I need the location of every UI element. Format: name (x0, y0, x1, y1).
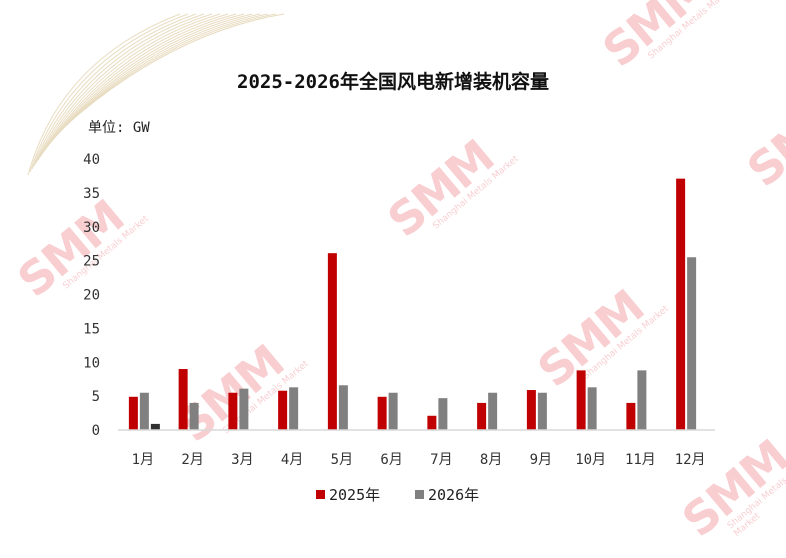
bar-2025年-11月 (626, 402, 636, 430)
decorative-curve (41, 13, 237, 155)
x-tick-label: 1月 (132, 452, 154, 468)
x-tick-label: 5月 (331, 452, 353, 468)
legend-label: 2025年 (329, 486, 380, 504)
x-tick-label: 2月 (181, 452, 203, 468)
bar-2026年-6月 (388, 392, 398, 430)
bar-2025年-10月 (576, 370, 586, 430)
bar-2026年-1月 (139, 392, 149, 430)
y-tick-label: 25 (83, 254, 100, 270)
bar-2026年-8月 (488, 392, 498, 430)
bar-2025年-2月 (178, 369, 188, 430)
y-tick-label: 20 (83, 288, 100, 304)
legend-swatch (415, 490, 424, 499)
y-tick-label: 5 (92, 389, 100, 405)
x-tick-label: 12月 (675, 452, 706, 468)
x-tick-label: 7月 (430, 452, 452, 468)
x-tick-label: 10月 (575, 452, 606, 468)
bar-2026年-9月 (537, 392, 547, 430)
decorative-curve (29, 13, 189, 173)
bar-2026年-2月 (189, 402, 199, 430)
legend: 2025年 2026年 (316, 486, 479, 504)
x-tick-label: 4月 (281, 452, 303, 468)
bar-2026年-4月 (289, 387, 299, 430)
bar-2025年-3月 (228, 392, 238, 430)
bar-2025年-9月 (526, 390, 536, 430)
decorative-curve (43, 13, 245, 152)
chart-title: 2025-2026年全国风电新增装机容量 (237, 70, 549, 93)
y-tick-label: 10 (83, 355, 100, 371)
bar-2025年-7月 (427, 415, 437, 430)
bar-2025年-5月 (327, 253, 337, 430)
legend-label: 2026年 (428, 486, 479, 504)
decorative-curve (31, 13, 197, 170)
bar-2025年-6月 (377, 396, 387, 430)
x-tick-label: 9月 (530, 452, 552, 468)
x-tick-label: 11月 (625, 452, 656, 468)
decorative-curve (35, 13, 213, 164)
bar-2026年-12月 (687, 257, 697, 430)
bar-2026年-7月 (438, 398, 448, 430)
y-tick-label: 35 (83, 186, 100, 202)
bar-series-3-1月 (150, 423, 160, 430)
x-tick-label: 3月 (231, 452, 253, 468)
decorative-curve (53, 13, 285, 137)
bar-2025年-12月 (676, 178, 686, 430)
y-tick-label: 40 (83, 152, 100, 168)
y-tick-label: 30 (83, 220, 100, 236)
y-tick-label: 15 (83, 321, 100, 337)
decorative-curve (37, 13, 221, 161)
x-tick-label: 6月 (380, 452, 402, 468)
decorative-curve (33, 13, 205, 167)
legend-swatch (316, 490, 325, 499)
y-tick-label: 0 (92, 423, 100, 439)
unit-label: 单位: GW (88, 120, 150, 136)
x-tick-label: 8月 (480, 452, 502, 468)
bar-2025年-8月 (477, 402, 487, 430)
bar-chart: 2025-2026年全国风电新增装机容量 单位: GW 0 5 10 15 20 25 30… (27, 13, 715, 504)
bar-2025年-1月 (128, 396, 138, 430)
decorative-curves (27, 13, 285, 176)
bar-2026年-3月 (239, 388, 249, 430)
bar-2026年-5月 (338, 385, 348, 430)
bar-2026年-11月 (637, 370, 647, 430)
decorative-curve (39, 13, 229, 158)
bar-2026年-10月 (587, 387, 597, 430)
bar-2025年-4月 (278, 390, 288, 430)
decorative-curve (27, 13, 181, 176)
